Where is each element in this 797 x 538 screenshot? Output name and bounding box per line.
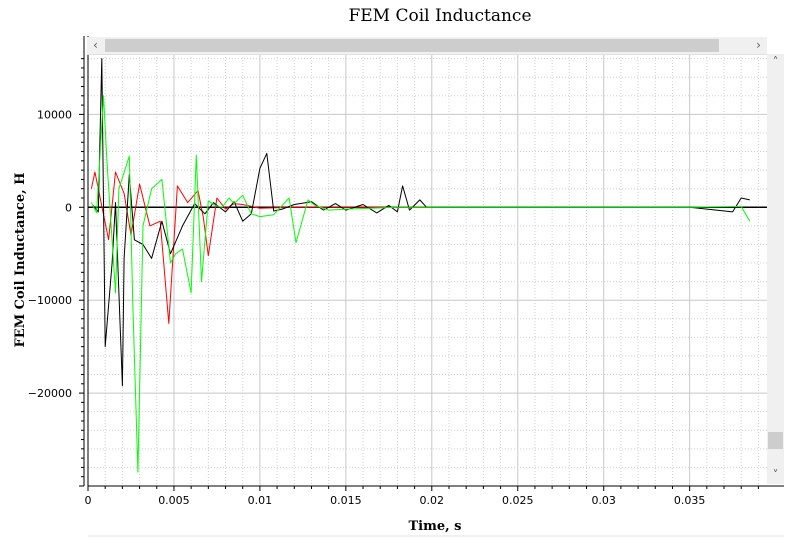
x-tick-label: 0.02 — [420, 494, 445, 507]
x-tick-label: 0.01 — [248, 494, 273, 507]
chart-title: FEM Coil Inductance — [348, 6, 532, 26]
x-tick-label: 0.025 — [502, 494, 534, 507]
scroll-down-arrow-icon[interactable]: ˅ — [772, 468, 779, 482]
horizontal-scroll-thumb[interactable] — [105, 39, 719, 52]
scroll-up-arrow-icon[interactable]: ˄ — [772, 55, 779, 69]
y-tick-label: −20000 — [28, 387, 72, 400]
vertical-scroll-thumb[interactable] — [768, 432, 783, 449]
series-line-2 — [92, 58, 750, 387]
y-tick-label: −10000 — [28, 294, 72, 307]
x-axis-title: Time, s — [408, 519, 461, 534]
vertical-scrollbar[interactable]: ˄ ˅ — [767, 54, 784, 484]
grid — [88, 54, 767, 487]
horizontal-scrollbar[interactable]: ‹ › — [87, 37, 767, 55]
plot-area — [88, 54, 767, 486]
x-tick-label: 0.03 — [591, 494, 616, 507]
x-tick-label: 0.005 — [158, 494, 190, 507]
series-line-1 — [90, 171, 432, 324]
x-tick-label: 0 — [85, 494, 92, 507]
scroll-left-arrow-icon[interactable]: ‹ — [93, 38, 98, 52]
axes — [79, 36, 784, 537]
y-tick-label: 0 — [65, 201, 72, 214]
tick-labels: 0 0.005 0.01 0.015 0.02 0.025 0.03 0.035 10000 0 −… — [28, 108, 706, 507]
y-tick-label: 10000 — [37, 108, 72, 121]
scroll-right-arrow-icon[interactable]: › — [756, 38, 761, 52]
series-layer — [90, 58, 751, 473]
series-line-3 — [90, 95, 751, 473]
x-tick-label: 0.035 — [674, 494, 706, 507]
y-axis-title: FEM Coil Inductance, H — [13, 173, 28, 348]
x-tick-label: 0.015 — [330, 494, 362, 507]
